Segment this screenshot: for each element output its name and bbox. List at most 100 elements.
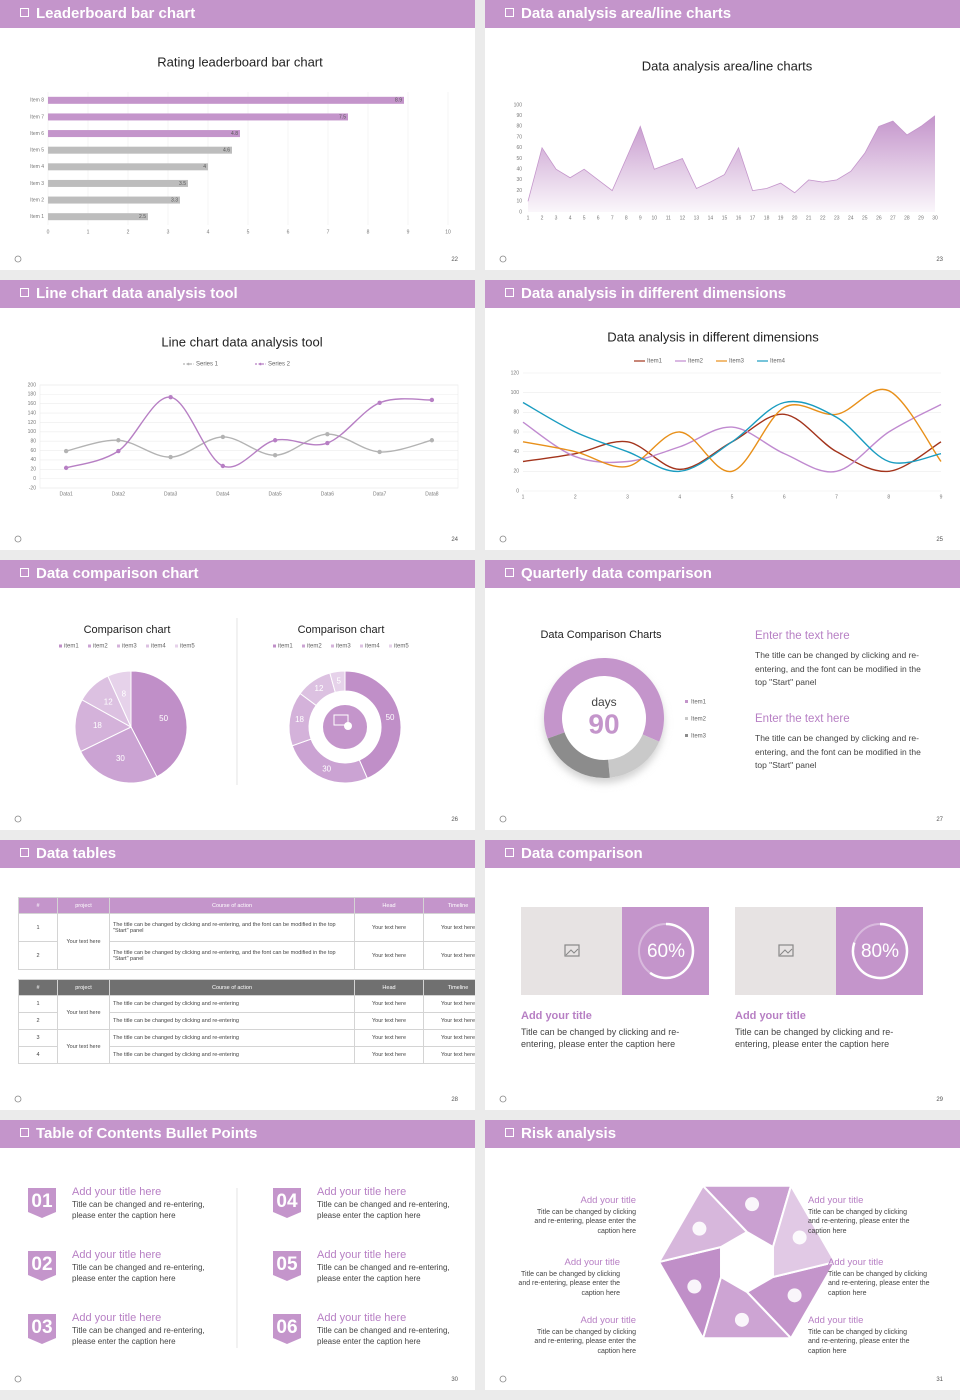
y-tick-label: 0 [33,476,36,482]
pie-slice [79,726,158,784]
project-cell: Your text here [57,1029,110,1064]
x-tick-label: Data8 [425,491,439,497]
legend-swatch [685,700,688,703]
page-number: 26 [451,817,458,823]
legend-swatch [117,644,120,648]
value-label: 3.5 [179,181,186,187]
legend-label: Item2 [691,717,707,723]
page-number: 29 [936,1097,943,1103]
y-tick-label: Item 1 [30,214,44,220]
y-tick-label: Item 3 [30,181,44,187]
x-tick-label: 4 [678,494,681,500]
slide-title: Risk analysis [521,1125,617,1142]
table-cell: Your text here [423,941,475,970]
item-title: Add your title here [72,1312,162,1324]
slide: Data analysis area/line charts 0 10 20 30 40 5… [485,0,960,270]
slide-canvas: Line chart data analysis tool -20 0 20 40 60 8… [14,334,459,543]
x-tick-label: 28 [904,215,910,221]
badge-number: 03 [31,1317,52,1338]
legend-label: Item3 [729,359,745,365]
x-tick-label: 30 [932,215,938,221]
header-icon [505,568,514,577]
marker [63,448,69,454]
series-line [65,433,433,458]
row-number: 2 [18,1012,58,1030]
donut-segment [547,732,610,778]
badge-number: 06 [276,1317,297,1338]
y-tick-label: 200 [28,382,37,388]
legend-label: item4 [151,644,166,650]
project-cell: Your text here [57,995,110,1030]
table-header-cell: Head [354,897,424,914]
legend-label: Series 2 [268,362,291,368]
badge-number: 05 [276,1254,298,1275]
value-label: 4.6 [223,148,230,154]
legend-label: Item3 [691,734,707,740]
risk-title: Add your title [580,1195,636,1206]
row-number: 1 [18,913,58,942]
slide-title: Leaderboard bar chart [36,5,196,22]
slide-title: Data analysis in different dimensions [521,285,787,302]
value-label: 4 [203,164,206,170]
pie-slice [74,699,133,753]
logo [14,1375,22,1383]
legend-swatch [360,644,363,648]
table-body: 1 Your text here The title can be changed … [18,913,475,970]
marker [429,438,435,443]
marker [377,400,382,405]
item-body: Title can be changed and re-entering, pl… [72,1200,205,1220]
legend-swatch [59,644,62,648]
y-tick-label: 80 [516,124,522,130]
marker [168,394,173,400]
header-icon [505,1128,514,1137]
legend-swatch [88,644,91,648]
slide-title: Table of Contents Bullet Points [36,1125,258,1142]
segment-icon [734,1312,749,1327]
slide-header: Table of Contents Bullet Points [0,1120,475,1148]
x-tick-label: 17 [750,215,756,221]
table-cell: Your text here [423,995,475,1013]
risk-body: Title can be changed by clicking and re-… [808,1329,910,1355]
x-tick-label: 7 [327,229,330,235]
table-header-cell: project [57,897,110,914]
table-header-cell: Course of action [109,979,355,996]
header-icon [20,288,29,297]
x-tick-label: 9 [940,494,943,500]
table-cell: Your text here [423,913,475,942]
risk-title: Add your title [808,1195,864,1206]
x-tick-label: 22 [820,215,826,221]
logo [499,535,507,543]
image-icon [564,944,580,957]
legend-label: Item1 [691,700,707,706]
x-tick-label: 12 [680,215,686,221]
slide-header: Data analysis area/line charts [485,0,960,28]
y-tick-label: Item 7 [30,114,44,120]
value-label: 18 [93,721,102,730]
slide-canvas: 60% 80% [499,907,923,1103]
table-row: 1 Your text here The title can be changed … [18,913,475,970]
marker [168,454,173,460]
x-tick-label: 3 [167,229,170,235]
slide-canvas: 01 02 03 04 05 06 [14,1188,301,1383]
value-label: 2.5 [139,214,146,220]
x-tick-label: 5 [247,229,250,235]
donut-segment [608,734,660,778]
risk-title: Add your title [580,1315,636,1326]
x-tick-label: 6 [783,494,786,500]
donut-segment [544,658,664,742]
row-number: 4 [18,1046,58,1064]
x-tick-label: 24 [848,215,854,221]
y-tick-label: Item 5 [30,148,44,154]
x-tick-label: 14 [708,215,714,221]
table-row: 3 Your text here The title can be changed … [18,1029,475,1064]
marker [116,438,121,443]
header-icon [505,8,514,17]
card-title: Add your title [521,1010,592,1022]
number-badge [273,1188,301,1218]
text-body: The title can be changed by clicking and… [755,733,921,771]
item-title: Add your title here [72,1186,162,1198]
chart-title: Comparison chart [84,624,171,636]
x-tick-label: 16 [736,215,742,221]
